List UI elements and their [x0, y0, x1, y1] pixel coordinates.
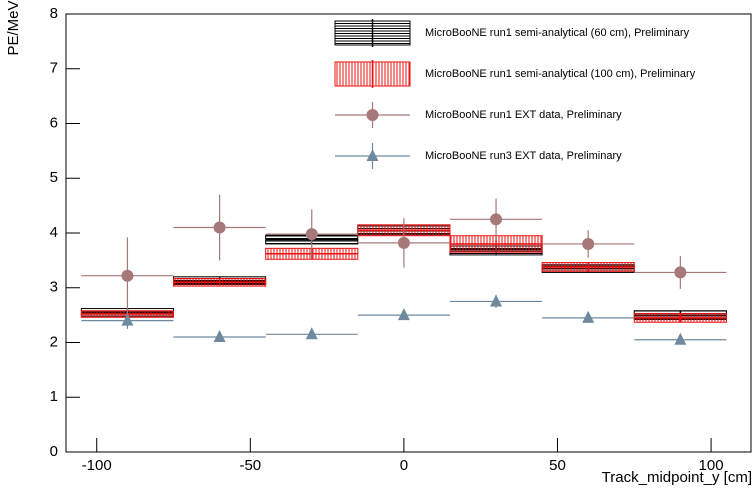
y-axis-label: PE/MeV [5, 0, 22, 55]
y-tick-label: 5 [50, 169, 58, 186]
data-point [582, 310, 595, 323]
x-tick-label: -50 [239, 457, 261, 474]
legend-label: MicroBooNE run1 semi-analytical (60 cm),… [425, 27, 690, 39]
y-tick-label: 1 [50, 388, 58, 405]
data-point [490, 294, 503, 307]
data-point [121, 313, 134, 326]
legend-label: MicroBooNE run1 EXT data, Preliminary [425, 109, 622, 121]
data-point [121, 269, 134, 282]
x-tick-label: 50 [549, 457, 566, 474]
data-point [305, 228, 318, 241]
y-tick-label: 8 [50, 5, 58, 22]
x-axis-label: Track_midpoint_y [cm] [602, 469, 752, 486]
legend-label: MicroBooNE run1 semi-analytical (100 cm)… [425, 68, 696, 80]
data-point [213, 330, 226, 343]
y-tick-label: 2 [50, 333, 58, 350]
x-tick-label: 0 [400, 457, 408, 474]
legend-label: MicroBooNE run3 EXT data, Preliminary [425, 150, 622, 162]
legend-marker [366, 149, 379, 161]
data-point [397, 236, 410, 249]
y-tick-label: 6 [50, 114, 58, 131]
data-point [490, 213, 503, 226]
legend-marker [366, 109, 379, 121]
y-tick-label: 7 [50, 60, 58, 77]
x-tick-label: 100 [699, 457, 724, 474]
data-point [674, 332, 687, 345]
data-point [397, 308, 410, 321]
data-point [213, 221, 226, 234]
data-point [674, 266, 687, 279]
x-tick-label: -100 [82, 457, 112, 474]
y-tick-label: 3 [50, 279, 58, 296]
y-tick-label: 4 [50, 224, 58, 241]
data-point [305, 327, 318, 340]
data-point [582, 237, 595, 250]
y-tick-label: 0 [50, 443, 58, 460]
